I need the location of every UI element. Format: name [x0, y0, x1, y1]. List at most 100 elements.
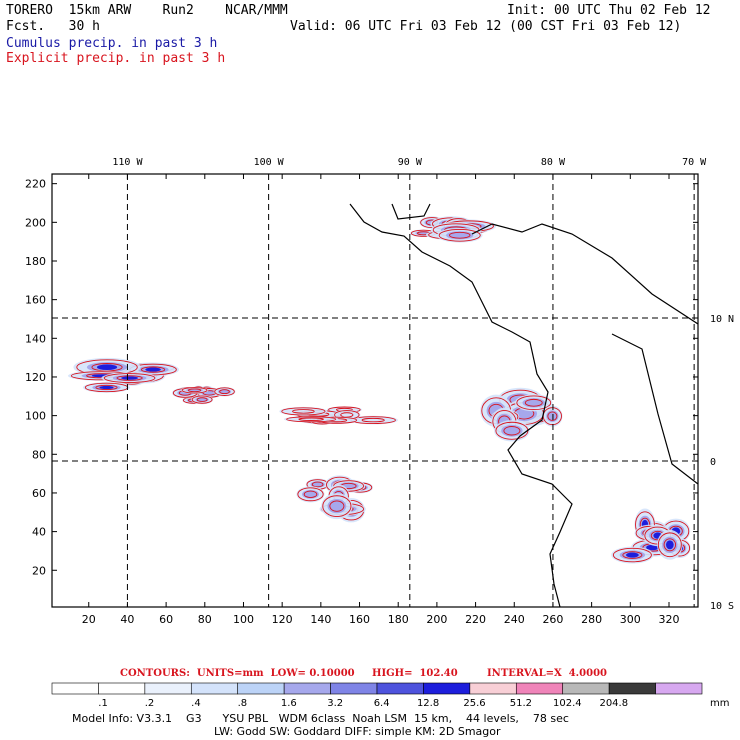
- longitude-label: 80 W: [541, 157, 566, 168]
- colorbar-swatch: [562, 682, 610, 695]
- forecast-hour-label: Fcst. 30 h: [6, 19, 100, 34]
- latitude-label: 10 N: [710, 314, 734, 325]
- explicit-precip-contour: [140, 366, 166, 373]
- explicit-precip-contour: [219, 389, 230, 395]
- colorbar-units-label: mm: [710, 698, 729, 709]
- precip-cell-Colombia: [480, 387, 563, 442]
- explicit-precip-contour: [298, 417, 324, 421]
- cumulus-precip-shade: [348, 415, 398, 425]
- x-tick-label: 180: [388, 613, 409, 626]
- longitude-label: 110 W: [112, 157, 143, 168]
- x-tick-label: 40: [120, 613, 134, 626]
- cumulus-precip-core: [96, 364, 118, 371]
- axis-ticks: [52, 174, 698, 607]
- colorbar-swatch: [98, 682, 146, 695]
- explicit-precip-contour: [286, 416, 337, 423]
- explicit-precip-contour: [196, 397, 208, 402]
- explicit-precip-contour: [116, 375, 143, 381]
- x-tick-label: 120: [272, 613, 293, 626]
- x-tick-label: 20: [82, 613, 96, 626]
- y-tick-label: 80: [32, 448, 46, 461]
- colorbar-level-label: 204.8: [599, 698, 628, 709]
- x-tick-label: 60: [159, 613, 173, 626]
- explicit-precip-contour: [657, 532, 682, 558]
- longitude-label: 70 W: [682, 157, 707, 168]
- explicit-precip-contour: [438, 228, 481, 242]
- x-tick-label: 240: [504, 613, 525, 626]
- colorbar-swatch: [51, 682, 99, 695]
- latitude-label: 0: [710, 457, 716, 468]
- explicit-precip-contour: [181, 387, 208, 394]
- colorbar-swatch: [376, 682, 424, 695]
- colorbar-swatch: [423, 682, 471, 695]
- explicit-precip-contour: [191, 395, 213, 404]
- explicit-precip-contour: [322, 495, 352, 517]
- y-tick-label: 140: [25, 332, 46, 345]
- axis-labels: 20 40 60 80 100 120 140 160 180 200 220 240 260 280 30…: [25, 157, 734, 626]
- cumulus-precip-shade: [279, 406, 328, 416]
- plot-frame: [51, 173, 699, 608]
- precip-cell-Pacific-south: [296, 475, 374, 523]
- cumulus-precip-core: [121, 376, 139, 380]
- explicit-precip-contour: [622, 551, 643, 559]
- coastline-layer: [349, 203, 698, 607]
- west-coastline: [349, 203, 573, 607]
- physics-info-line: LW: Godd SW: Goddard DIFF: simple KM: 2D…: [214, 725, 501, 738]
- contour-interval-label: INTERVAL=X 4.0000: [487, 668, 607, 679]
- x-tick-label: 300: [620, 613, 641, 626]
- x-tick-label: 80: [198, 613, 212, 626]
- colorbar-level-label: .4: [191, 698, 201, 709]
- y-tick-label: 100: [25, 410, 46, 423]
- explicit-precip-contour: [612, 547, 652, 563]
- contour-high-label: HIGH= 102.40: [372, 668, 458, 679]
- colorbar: .1 .2 .4 .8 1.6 3.2 6.4 12.8 25.6 51.2 102.4 204.8 m…: [51, 682, 729, 709]
- cumulus-precip-core: [665, 540, 674, 550]
- explicit-precip-contour: [663, 538, 677, 552]
- explicit-precip-contour: [292, 409, 315, 414]
- colorbar-swatch: [330, 682, 378, 695]
- x-tick-label: 220: [465, 613, 486, 626]
- cumulus-precip-core: [99, 385, 114, 390]
- x-tick-label: 280: [581, 613, 602, 626]
- colorbar-swatch: [515, 682, 564, 695]
- x-tick-label: 260: [542, 613, 563, 626]
- precip-cell-ITCZ-mid: [279, 406, 398, 425]
- explicit-precip-contour: [329, 500, 345, 512]
- caribbean-coastline: [471, 223, 698, 325]
- explicit-precip-contour: [311, 481, 324, 488]
- longitude-label: 90 W: [398, 157, 423, 168]
- precip-cell-ITCZ-west-b: [171, 385, 236, 405]
- explicit-precip-contour: [281, 407, 326, 416]
- latitude-label: 10 S: [710, 601, 734, 612]
- lat-lon-grid: [52, 174, 698, 607]
- explicit-precip-contour: [297, 487, 324, 502]
- y-tick-label: 160: [25, 294, 46, 307]
- init-time-label: Init: 00 UTC Thu 02 Feb 12: [507, 3, 711, 18]
- explicit-precip-contour: [95, 384, 118, 391]
- y-tick-label: 60: [32, 487, 46, 500]
- colorbar-swatch: [190, 682, 239, 695]
- y-tick-label: 120: [25, 371, 46, 384]
- colorbar-swatch: [144, 682, 192, 695]
- legend-cumulus-precip: Cumulus precip. in past 3 h: [6, 36, 218, 51]
- explicit-precip-contour: [524, 398, 543, 407]
- x-tick-label: 320: [658, 613, 679, 626]
- x-tick-label: 160: [349, 613, 370, 626]
- colorbar-level-label: 12.8: [417, 698, 439, 709]
- y-tick-label: 220: [25, 178, 46, 191]
- explicit-precip-contour: [448, 231, 471, 239]
- colorbar-swatch: [237, 682, 285, 695]
- explicit-precip-contour: [103, 373, 156, 383]
- y-tick-label: 180: [25, 255, 46, 268]
- x-tick-label: 100: [233, 613, 254, 626]
- cumulus-precip-shade: [283, 416, 339, 423]
- colorbar-level-label: 3.2: [327, 698, 343, 709]
- model-info-line: Model Info: V3.3.1 G3 YSU PBL WDM 6class…: [72, 712, 569, 725]
- colorbar-level-label: .1: [98, 698, 108, 709]
- x-tick-label: 140: [310, 613, 331, 626]
- colorbar-level-label: .8: [238, 698, 248, 709]
- colorbar-swatch: [469, 682, 517, 695]
- valid-time-label: Valid: 06 UTC Fri 03 Feb 12 (00 CST Fri …: [290, 19, 682, 34]
- model-run-title: TORERO 15km ARW Run2 NCAR/MMM: [6, 3, 288, 18]
